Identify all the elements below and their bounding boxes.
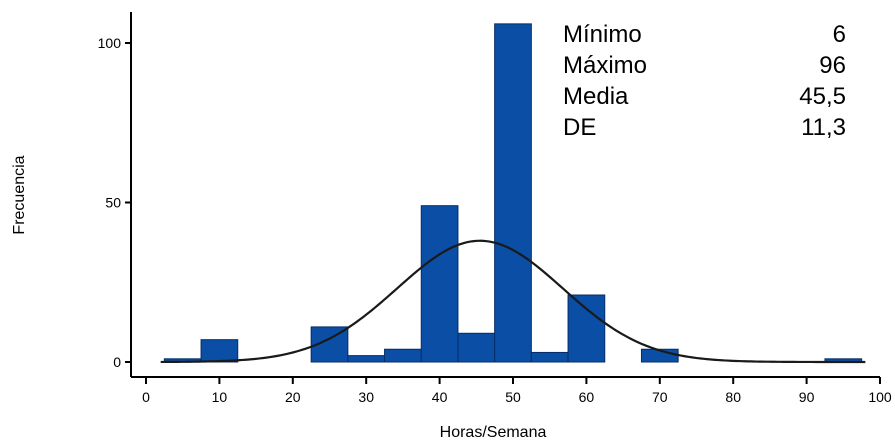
summary-stats: Mínimo 6 Máximo 96 Media 45,5 DE 11,3 (563, 21, 846, 141)
bar-50 (494, 23, 532, 363)
x-ticks: 0 10 20 30 40 50 60 70 80 90 100 (142, 377, 892, 405)
stat-label: Mínimo (563, 21, 642, 48)
stat-value: 45,5 (799, 83, 846, 110)
bar-35 (384, 348, 422, 363)
x-tick-label: 100 (868, 389, 892, 405)
y-ticks: 0 50 100 (98, 35, 131, 370)
bar-10 (200, 339, 239, 363)
x-tick-label: 50 (505, 389, 521, 405)
stat-value: 96 (819, 52, 846, 79)
bar-30 (347, 355, 386, 363)
x-tick-label: 90 (799, 389, 815, 405)
y-tick-label: 100 (98, 35, 122, 51)
bar-45 (457, 332, 496, 363)
stat-label: Media (563, 83, 629, 110)
histogram-bars (163, 23, 863, 363)
x-tick-label: 0 (142, 389, 150, 405)
x-tick-label: 30 (358, 389, 374, 405)
x-tick-label: 70 (652, 389, 668, 405)
x-tick-label: 80 (725, 389, 741, 405)
stat-value: 6 (833, 21, 846, 48)
y-tick-label: 0 (113, 354, 121, 370)
stat-value: 11,3 (801, 114, 846, 141)
y-axis-label: Frecuencia (11, 155, 28, 234)
x-tick-label: 60 (579, 389, 595, 405)
bar-60 (567, 294, 606, 363)
stat-label: DE (563, 114, 596, 141)
stat-label: Máximo (563, 52, 647, 79)
x-tick-label: 40 (432, 389, 448, 405)
normal-curve (160, 239, 866, 364)
bar-55 (530, 351, 569, 363)
x-axis-label: Horas/Semana (440, 424, 547, 441)
x-tick-label: 10 (212, 389, 228, 405)
x-tick-label: 20 (285, 389, 301, 405)
y-tick-label: 50 (105, 195, 121, 211)
bar-40 (420, 205, 459, 363)
